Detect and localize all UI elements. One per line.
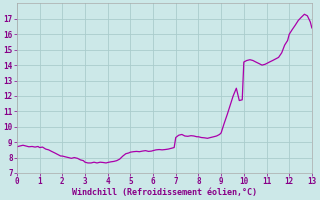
X-axis label: Windchill (Refroidissement éolien,°C): Windchill (Refroidissement éolien,°C) (72, 188, 257, 197)
